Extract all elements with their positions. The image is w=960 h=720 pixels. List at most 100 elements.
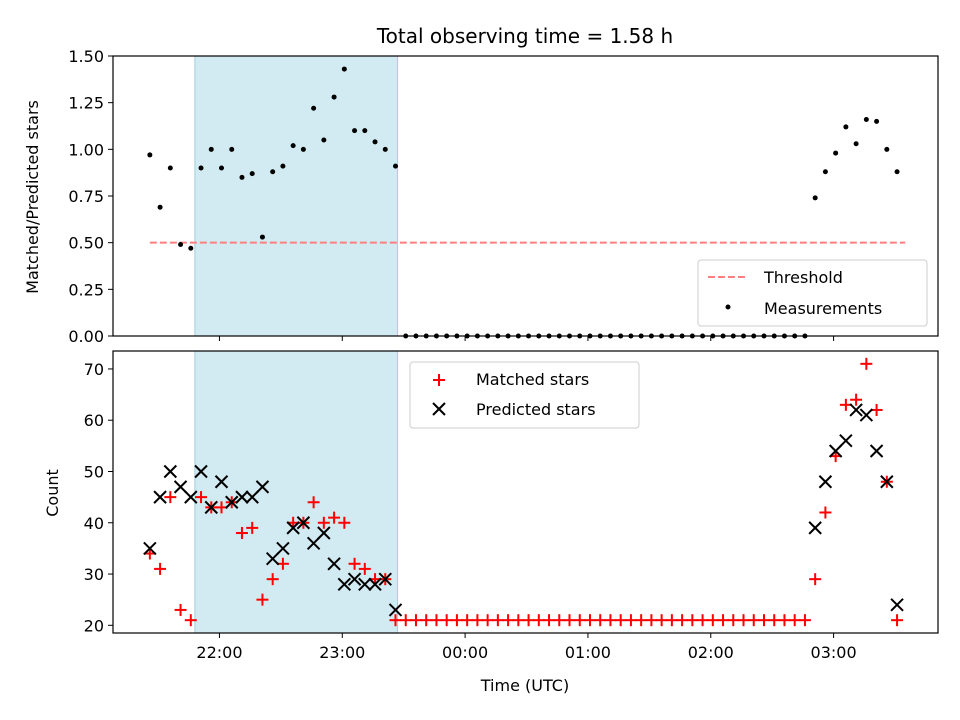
matched-stars-point — [686, 614, 699, 627]
bottom-y-tick-label: 40 — [84, 514, 104, 533]
predicted-stars-point — [204, 500, 218, 515]
measurement-point — [321, 137, 327, 143]
measurement-point — [311, 105, 317, 111]
marker-stroke — [204, 500, 218, 515]
measurements-legend-swatch — [725, 304, 731, 310]
marker-stroke — [245, 490, 259, 504]
marker-stroke — [378, 572, 392, 586]
predicted-stars-point — [880, 475, 894, 489]
marker-stroke — [255, 480, 270, 494]
marker-stroke — [808, 521, 822, 535]
predicted-stars-point — [327, 557, 341, 571]
measurement-point — [280, 163, 286, 169]
measurement-point — [270, 169, 276, 175]
predicted-stars-point — [143, 541, 157, 556]
measurement-point — [894, 169, 900, 175]
bottom-legend-frame — [409, 361, 640, 429]
predicted-stars-point — [347, 572, 362, 586]
measurement-point — [372, 139, 378, 145]
predicted-stars-point — [808, 521, 822, 535]
measurement-point — [188, 245, 194, 251]
matched-stars-point — [614, 614, 627, 627]
marker-stroke — [337, 577, 352, 591]
predicted-stars-point — [286, 521, 300, 535]
measurement-point — [259, 234, 265, 240]
measurement-point — [884, 146, 890, 152]
measurement-point — [178, 242, 184, 248]
predicted-stars-point — [358, 577, 372, 591]
x-tick-label: 22:00 — [196, 643, 242, 662]
chart-title: Total observing time = 1.58 h — [376, 24, 673, 48]
predicted-stars-point — [368, 577, 382, 591]
marker-stroke — [184, 490, 198, 504]
measurement-point — [198, 165, 204, 171]
x-tick-label: 03:00 — [811, 643, 857, 662]
matched-stars-legend-label: Matched stars — [476, 370, 589, 389]
matched-stars-point — [573, 614, 586, 627]
bottom-y-tick-label: 20 — [84, 616, 104, 635]
matched-stars-point — [747, 614, 760, 627]
marker-stroke — [143, 541, 157, 556]
measurement-point — [833, 150, 839, 156]
predicted-stars-point — [317, 526, 331, 540]
predicted-stars-point — [214, 475, 229, 489]
predicted-stars-point — [839, 434, 853, 448]
predicted-stars-point — [235, 490, 249, 504]
matched-stars-point — [481, 614, 494, 627]
matched-stars-point — [798, 614, 811, 627]
matched-stars-point — [256, 593, 269, 606]
x-axis-label: Time (UTC) — [480, 676, 569, 695]
matched-stars-point — [624, 614, 637, 627]
top-y-tick-label: 0.00 — [68, 327, 104, 346]
marker-stroke — [358, 577, 372, 591]
bottom-y-tick-label: 70 — [84, 360, 104, 379]
predicted-stars-point — [388, 603, 403, 617]
measurement-point — [249, 171, 255, 177]
bottom-plot-frame — [112, 350, 939, 634]
top-legend-frame — [697, 259, 928, 327]
marker-stroke — [317, 526, 331, 540]
measurement-point — [853, 141, 859, 147]
measurement-point — [393, 163, 399, 169]
measurement-point — [229, 146, 235, 152]
matched-stars-point — [266, 573, 279, 586]
matched-stars-point — [430, 614, 443, 627]
marker-stroke — [276, 541, 290, 556]
measurement-point — [218, 165, 224, 171]
matched-stars-point — [594, 614, 607, 627]
matched-stars-point — [696, 614, 709, 627]
measurement-point — [843, 124, 849, 130]
marker-stroke — [235, 490, 249, 504]
matched-stars-point — [553, 614, 566, 627]
measurement-point — [167, 165, 173, 171]
matched-stars-point — [778, 614, 791, 627]
matched-stars-point — [235, 527, 248, 540]
x-tick-label: 02:00 — [688, 643, 734, 662]
matched-stars-point — [543, 614, 556, 627]
marker-stroke — [327, 557, 341, 571]
predicted-stars-point — [153, 490, 167, 504]
matched-stars-point — [471, 614, 484, 627]
x-tick-label: 01:00 — [565, 643, 611, 662]
matched-stars-point — [338, 516, 351, 529]
matched-stars-point — [195, 491, 208, 504]
matched-stars-point — [409, 614, 422, 627]
marker-stroke — [368, 577, 382, 591]
matched-stars-point — [389, 614, 402, 627]
matched-stars-point — [184, 614, 197, 627]
marker-stroke — [306, 536, 321, 550]
matched-stars-point — [665, 614, 678, 627]
matched-stars-point — [757, 614, 770, 627]
measurement-point — [352, 128, 358, 134]
predicted-stars-point — [849, 403, 863, 417]
matched-stars-point — [891, 614, 904, 627]
predicted-stars-point — [245, 490, 259, 504]
bottom-panel: 20 30 40 50 60 70 22:00 23:00 00:00 01:00 02:00 03:… — [84, 350, 939, 662]
matched-stars-point — [737, 614, 750, 627]
predicted-stars-point — [255, 480, 270, 494]
top-panel: 0.00 0.25 0.50 0.75 1.00 1.25 1.50 — [68, 47, 939, 346]
measurement-point — [874, 118, 880, 124]
predicted-stars-legend-label: Predicted stars — [476, 400, 596, 419]
predicted-stars-point — [859, 408, 874, 422]
